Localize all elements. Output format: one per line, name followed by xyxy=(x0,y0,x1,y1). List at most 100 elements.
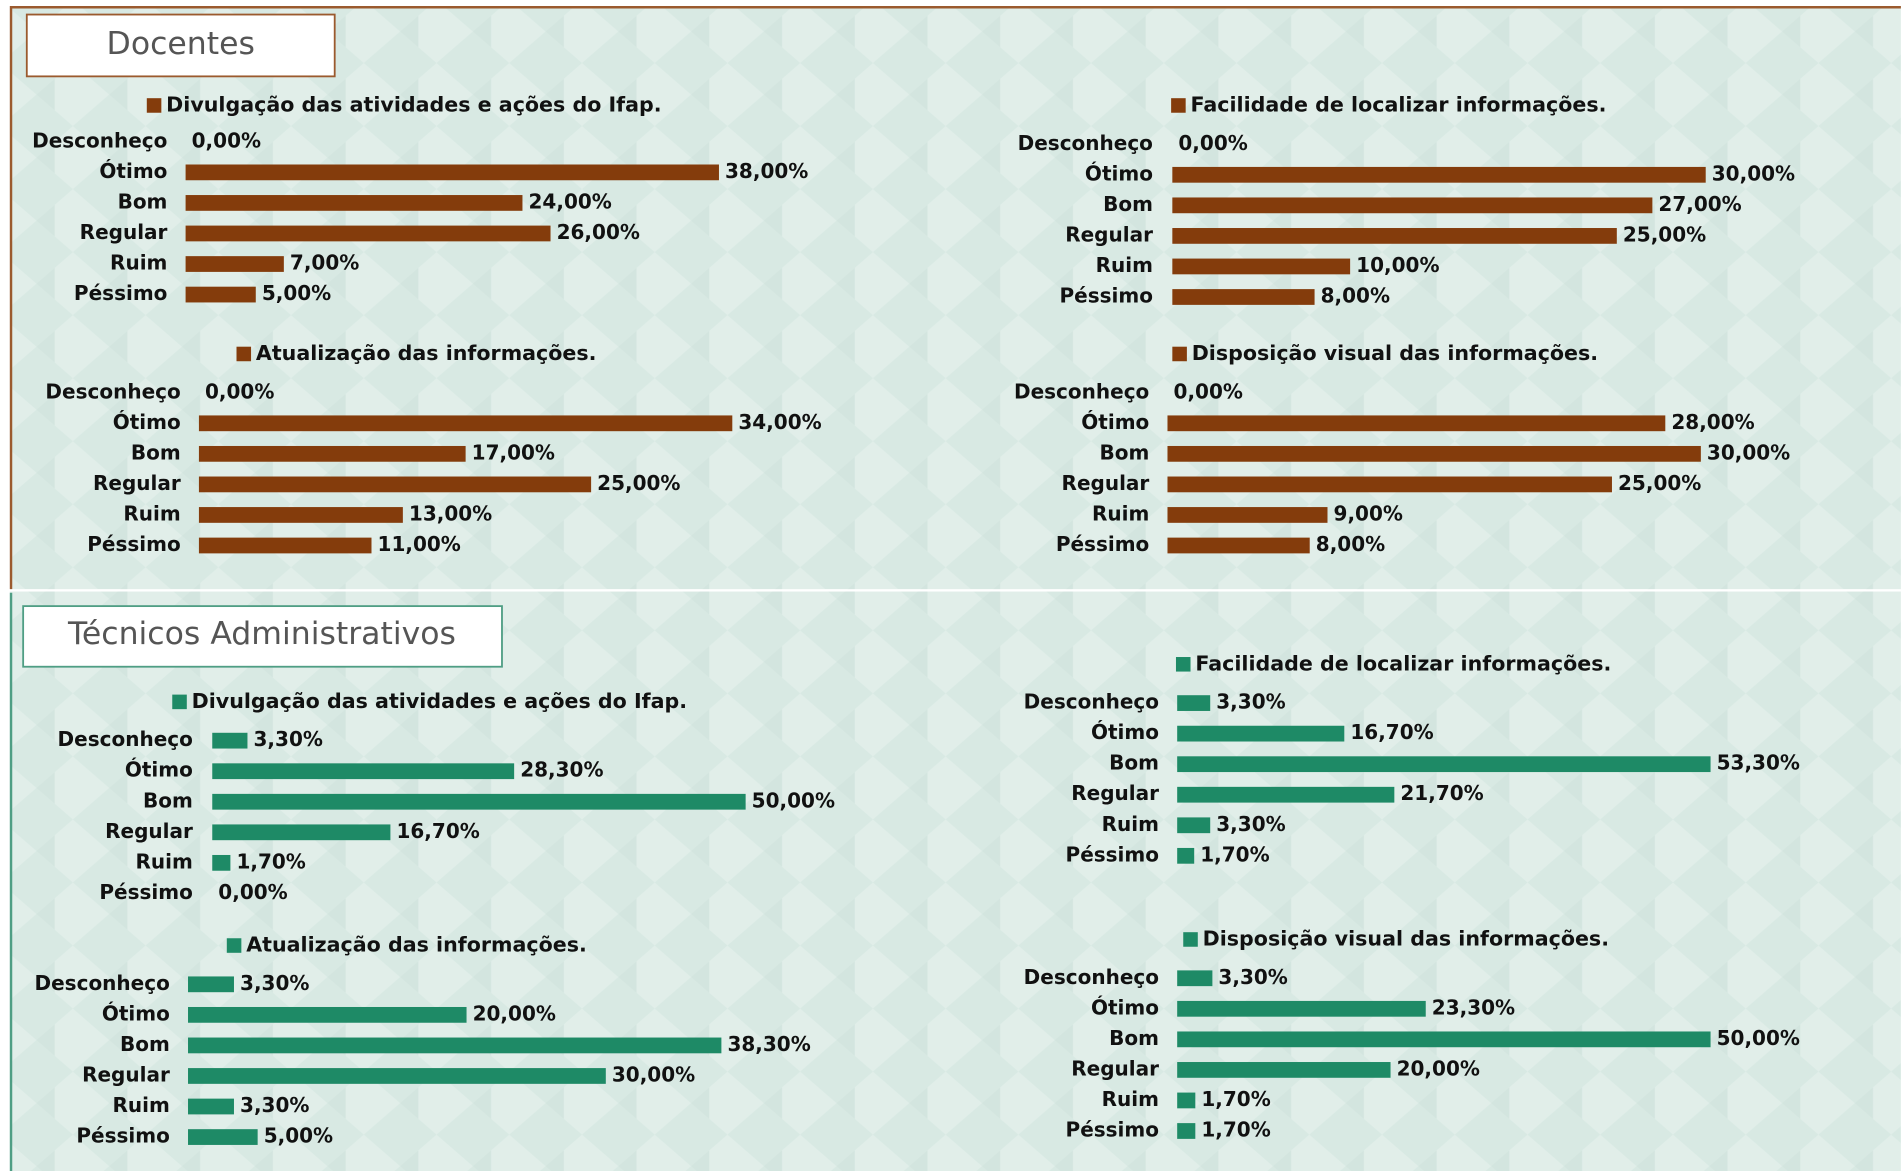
category-label: Bom xyxy=(118,189,168,213)
value-label: 0,00% xyxy=(1178,131,1247,155)
category-label: Ruim xyxy=(112,1093,169,1117)
category-label: Ótimo xyxy=(1081,410,1149,434)
bar xyxy=(1177,847,1195,864)
bar xyxy=(1177,1000,1426,1017)
value-label: 30,00% xyxy=(1712,161,1795,185)
value-label: 7,00% xyxy=(290,251,359,275)
bar xyxy=(198,476,592,493)
value-label: 38,30% xyxy=(727,1032,810,1056)
value-label: 1,70% xyxy=(1201,1087,1270,1111)
chart-title: Divulgação das atividades e ações do Ifa… xyxy=(192,689,687,713)
category-label: Regular xyxy=(93,471,181,495)
value-label: 1,70% xyxy=(1201,1117,1270,1141)
value-label: 0,00% xyxy=(1174,379,1243,403)
category-label: Desconheço xyxy=(45,379,180,403)
bar xyxy=(1177,756,1711,773)
bar xyxy=(1172,197,1653,214)
value-label: 8,00% xyxy=(1321,283,1390,307)
value-label: 0,00% xyxy=(205,379,274,403)
category-label: Regular xyxy=(1071,1056,1159,1080)
bar xyxy=(188,976,234,993)
category-label: Bom xyxy=(143,788,193,812)
value-label: 3,30% xyxy=(1216,690,1285,714)
category-label: Ruim xyxy=(1096,253,1153,277)
bar xyxy=(188,1006,467,1023)
bar xyxy=(185,256,284,272)
legend-swatch xyxy=(172,694,187,710)
category-label: Ruim xyxy=(110,251,167,275)
bar xyxy=(188,1068,606,1084)
value-label: 3,30% xyxy=(254,727,323,751)
value-label: 0,00% xyxy=(192,128,261,152)
bar xyxy=(212,763,515,780)
value-label: 5,00% xyxy=(262,281,331,305)
legend-swatch xyxy=(1172,346,1187,362)
value-label: 50,00% xyxy=(1717,1026,1800,1050)
value-label: 53,30% xyxy=(1717,751,1800,775)
category-label: Bom xyxy=(1109,751,1159,775)
category-label: Regular xyxy=(1065,222,1153,246)
category-label: Ruim xyxy=(136,849,193,873)
chart-title: Divulgação das atividades e ações do Ifa… xyxy=(166,92,661,116)
bar xyxy=(1177,695,1211,711)
bar xyxy=(212,854,231,871)
category-label: Desconheço xyxy=(35,971,170,995)
value-label: 25,00% xyxy=(1618,471,1701,495)
value-label: 23,30% xyxy=(1432,995,1515,1019)
value-label: 5,00% xyxy=(264,1124,333,1148)
chart-title: Disposição visual das informações. xyxy=(1192,341,1598,365)
bar xyxy=(185,225,551,242)
category-label: Desconheço xyxy=(1018,131,1153,155)
category-label: Ruim xyxy=(1092,501,1149,525)
value-label: 10,00% xyxy=(1356,253,1439,277)
category-label: Péssimo xyxy=(1066,842,1159,866)
category-label: Ruim xyxy=(1102,812,1159,836)
chart-title: Facilidade de localizar informações. xyxy=(1195,651,1611,675)
value-label: 11,00% xyxy=(378,532,461,556)
chart-title: Facilidade de localizar informações. xyxy=(1191,92,1607,116)
category-label: Bom xyxy=(1099,440,1149,464)
bar xyxy=(1177,970,1213,987)
bar xyxy=(1177,1092,1196,1109)
value-label: 3,30% xyxy=(1216,812,1285,836)
value-label: 8,00% xyxy=(1316,532,1385,556)
section-box xyxy=(25,13,336,78)
bar xyxy=(198,537,372,554)
bar xyxy=(198,445,466,462)
category-label: Péssimo xyxy=(1056,532,1149,556)
bar xyxy=(1167,507,1328,523)
legend-swatch xyxy=(236,346,252,362)
value-label: 20,00% xyxy=(1397,1056,1480,1080)
bar xyxy=(185,195,523,211)
category-label: Regular xyxy=(105,819,193,843)
category-label: Ótimo xyxy=(113,410,181,434)
bar xyxy=(212,793,746,810)
value-label: 1,70% xyxy=(1200,842,1269,866)
category-label: Ruim xyxy=(1102,1087,1159,1111)
value-label: 26,00% xyxy=(557,220,640,244)
docentes-border xyxy=(9,6,1901,590)
bar xyxy=(1172,258,1351,275)
legend-swatch xyxy=(1171,98,1186,113)
bar xyxy=(1167,445,1701,462)
category-label: Péssimo xyxy=(76,1124,169,1148)
value-label: 25,00% xyxy=(597,471,680,495)
category-label: Bom xyxy=(1103,192,1153,216)
value-label: 3,30% xyxy=(240,1093,309,1117)
category-label: Péssimo xyxy=(1066,1117,1159,1141)
bar xyxy=(198,415,733,432)
category-label: Péssimo xyxy=(1059,283,1152,307)
value-label: 20,00% xyxy=(473,1001,556,1025)
value-label: 1,70% xyxy=(236,849,305,873)
chart-title: Atualização das informações. xyxy=(256,341,597,365)
category-label: Regular xyxy=(82,1062,170,1086)
legend-swatch xyxy=(226,938,242,953)
legend-swatch xyxy=(1175,657,1191,672)
value-label: 3,30% xyxy=(1218,965,1287,989)
category-label: Ótimo xyxy=(99,159,167,183)
value-label: 50,00% xyxy=(752,788,835,812)
value-label: 28,30% xyxy=(520,758,603,782)
bar xyxy=(1172,228,1617,244)
bar xyxy=(1177,1062,1391,1078)
